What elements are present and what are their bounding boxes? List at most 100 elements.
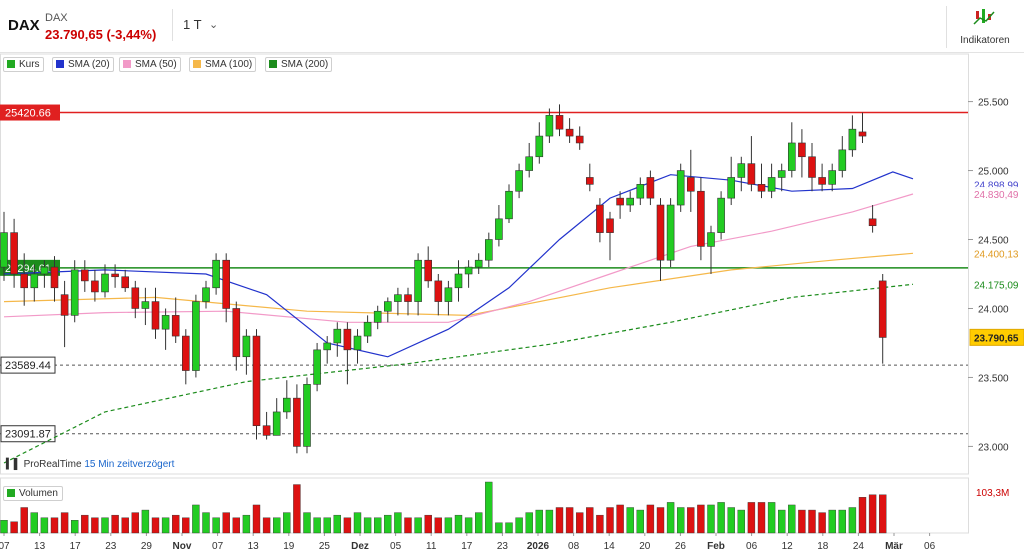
volume-bar xyxy=(363,517,372,534)
candle-body xyxy=(848,128,857,151)
candle-body xyxy=(686,177,695,192)
volume-bar xyxy=(828,509,836,534)
volume-bar xyxy=(91,517,99,534)
volume-bar xyxy=(353,512,362,534)
sma200-line xyxy=(3,283,914,464)
volume-bar xyxy=(182,517,190,534)
volume-bar xyxy=(70,520,79,534)
legend-swatch xyxy=(56,60,64,68)
x-tick-label: 25 xyxy=(319,541,331,552)
legend-sma20[interactable]: SMA (20) xyxy=(52,57,114,72)
volume-bar xyxy=(687,507,695,534)
value-label-bg xyxy=(970,246,1024,261)
legend-label: SMA (200) xyxy=(281,59,329,70)
volume-bar xyxy=(646,504,655,534)
candle-body xyxy=(555,115,564,130)
legend-label: SMA (100) xyxy=(205,59,253,70)
x-tick-label: 13 xyxy=(248,541,260,552)
candle-body xyxy=(737,163,746,178)
volume-bar xyxy=(858,497,867,534)
volume-bar xyxy=(202,512,210,534)
candle-body xyxy=(10,232,18,275)
candle-body xyxy=(373,310,382,323)
volume-bar xyxy=(626,507,634,534)
legend-volume[interactable]: Volumen xyxy=(3,486,63,501)
volume-bar xyxy=(171,514,180,534)
volume-bar xyxy=(151,517,160,534)
candle-body xyxy=(424,259,433,282)
volume-bar xyxy=(555,507,564,534)
candle-body xyxy=(313,349,321,385)
candle-body xyxy=(70,269,79,316)
candle-body xyxy=(474,259,483,268)
candle-body xyxy=(212,259,220,289)
sma-value-label: 24.830,49 xyxy=(974,190,1019,201)
sma-value-label: 24.175,09 xyxy=(974,280,1019,291)
x-tick-label: 29 xyxy=(141,541,153,552)
candle-body xyxy=(525,156,534,171)
volume-bar xyxy=(747,502,756,534)
y-tick-label: 25.500 xyxy=(978,98,1009,109)
x-tick-label: 20 xyxy=(639,541,651,552)
volume-bar xyxy=(495,522,503,534)
volume-bar xyxy=(879,494,887,534)
symbol-title: DAX xyxy=(8,17,40,34)
legend-kurs[interactable]: Kurs xyxy=(3,57,44,72)
volume-bar xyxy=(161,517,170,534)
volume-bar xyxy=(404,517,412,534)
candle-body xyxy=(565,128,574,137)
volume-bar xyxy=(586,507,594,534)
x-tick-label: 17 xyxy=(461,541,473,552)
volume-bar xyxy=(50,517,59,534)
candle-body xyxy=(454,273,463,289)
volume-bar xyxy=(374,517,382,534)
candle-body xyxy=(838,149,847,171)
volume-bar xyxy=(606,507,614,534)
candle-body xyxy=(707,232,715,247)
candle-body xyxy=(363,321,372,337)
chevron-down-icon: ⌄ xyxy=(209,19,219,31)
candle-body xyxy=(747,163,756,185)
x-tick-label: 23 xyxy=(105,541,117,552)
candle-body xyxy=(858,131,867,137)
timeframe-select[interactable]: 1 T ⌄ xyxy=(172,9,233,41)
volume-bar xyxy=(525,512,533,534)
chart-header: DAX DAX 23.790,65 (-3,44%) 1 T ⌄ Indikat… xyxy=(0,0,1024,53)
x-tick-label: 2026 xyxy=(527,541,550,552)
volume-bar xyxy=(262,517,271,534)
volume-bar xyxy=(20,507,28,534)
legend-sma50[interactable]: SMA (50) xyxy=(119,57,181,72)
volume-bar xyxy=(788,504,796,534)
legend-label: Volumen xyxy=(19,488,58,499)
x-tick-label: 23 xyxy=(497,541,509,552)
candle-body xyxy=(666,204,675,261)
volume-bar xyxy=(727,507,735,534)
candle-body xyxy=(717,197,725,233)
candle-body xyxy=(575,135,584,144)
candle-body xyxy=(0,232,8,268)
x-tick-label: 11 xyxy=(426,541,437,552)
volume-bar xyxy=(141,509,150,534)
indicators-button[interactable]: Indikatoren xyxy=(946,6,1023,48)
volume-bar xyxy=(81,514,89,534)
volume-bar xyxy=(444,517,453,534)
volume-bar xyxy=(293,484,301,534)
candle-body xyxy=(121,276,129,289)
candle-body xyxy=(656,204,665,261)
x-tick-label: Dez xyxy=(351,541,369,552)
volume-bar xyxy=(343,517,352,534)
candle-body xyxy=(303,384,311,447)
legend-sma200[interactable]: SMA (200) xyxy=(265,57,333,72)
volume-bar xyxy=(505,522,513,534)
candle-body xyxy=(484,239,493,261)
legend-sma100[interactable]: SMA (100) xyxy=(189,57,257,72)
data-source: ▍▌ ProRealTime 15 Min zeitverzögert xyxy=(6,459,174,470)
volume-bar xyxy=(121,517,129,534)
candle-body xyxy=(414,259,422,302)
candle-body xyxy=(383,301,392,312)
candle-body xyxy=(81,269,89,282)
candle-body xyxy=(515,170,523,192)
reference-label: 25420.66 xyxy=(5,108,51,120)
volume-bar xyxy=(222,512,230,534)
